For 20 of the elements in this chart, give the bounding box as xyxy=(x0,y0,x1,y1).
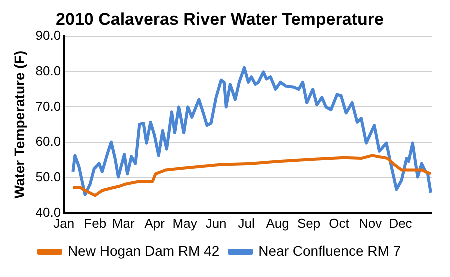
x-tick-label: Sep xyxy=(297,216,321,231)
y-axis-title: Water Temperature (F) xyxy=(11,50,28,199)
x-tick-label: Oct xyxy=(329,216,350,231)
x-tick-label: Feb xyxy=(84,216,107,231)
x-tick-label: Mar xyxy=(112,216,136,231)
x-tick-label: Jul xyxy=(238,216,255,231)
x-tick-label: Apr xyxy=(144,216,166,231)
x-tick-label: Nov xyxy=(358,216,383,231)
x-tick-label: Aug xyxy=(266,216,290,231)
chart-title: 2010 Calaveras River Water Temperature xyxy=(56,10,384,29)
y-tick-label: 50.0 xyxy=(36,170,62,185)
y-tick-label: 60.0 xyxy=(36,134,62,150)
y-tick-label: 80.0 xyxy=(36,63,62,78)
legend-label: New Hogan Dam RM 42 xyxy=(68,242,220,259)
y-tick-label: 90.0 xyxy=(36,28,62,43)
x-tick-label: May xyxy=(172,216,198,231)
x-tick-label: Dec xyxy=(389,216,413,231)
legend-label: Near Confluence RM 7 xyxy=(258,242,402,259)
y-tick-label: 70.0 xyxy=(36,98,62,114)
x-tick-label: Jun xyxy=(206,216,227,231)
